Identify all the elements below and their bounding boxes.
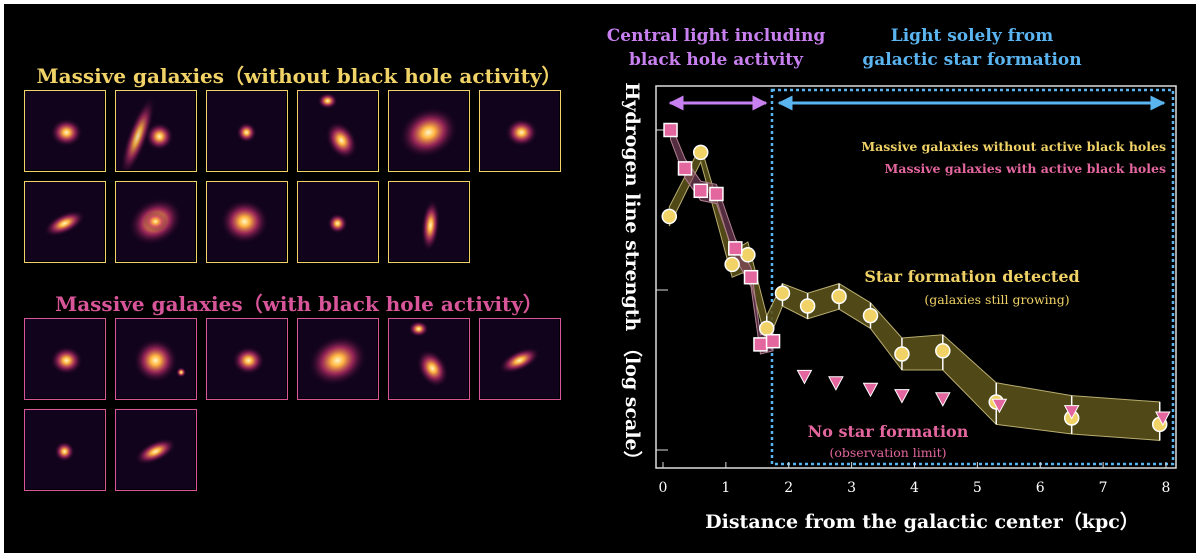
x-tick-label: 8 <box>1162 480 1171 496</box>
x-tick-label: 4 <box>910 480 919 496</box>
x-tick-label: 7 <box>1099 480 1108 496</box>
y-axis-label: Hydrogen line strength （log scale） <box>621 82 644 469</box>
agn-galaxy-image-7 <box>24 409 106 491</box>
agn-galaxy-image-1 <box>24 318 106 400</box>
galaxy-image-11 <box>388 181 470 263</box>
annotation-star-formation-sub: (galaxies still growing) <box>924 292 1069 307</box>
annotation-no-star-formation-sub: (observation limit) <box>829 445 946 460</box>
agn-point <box>743 269 759 285</box>
agn-upper-limit-point <box>796 369 813 385</box>
agn-point <box>709 186 724 202</box>
galaxy-image-6 <box>479 90 561 172</box>
agn-upper-limit-point <box>828 376 844 391</box>
figure-frame: Massive galaxies（without black hole acti… <box>4 4 1196 553</box>
galaxy-image-9 <box>206 181 288 263</box>
no-agn-band <box>668 144 1161 441</box>
agn-upper-limit-point <box>934 392 951 407</box>
no-agn-point <box>661 208 678 225</box>
x-axis-ticks: 0 1 2 3 4 5 6 7 8 <box>659 462 1171 496</box>
x-tick-label: 2 <box>784 480 793 496</box>
agn-upper-limit-point <box>1063 405 1080 420</box>
agn-point <box>677 161 693 176</box>
series-markers <box>661 122 1171 433</box>
legend-entry-agn: Massive galaxies with active black holes <box>885 161 1166 176</box>
agn-upper-limit-point <box>1155 411 1171 427</box>
agn-galaxy-image-2 <box>115 318 197 400</box>
x-tick-label: 3 <box>847 480 856 496</box>
galaxy-image-1 <box>24 90 106 172</box>
no-agn-point <box>692 144 709 161</box>
agn-galaxy-image-8 <box>115 409 197 491</box>
legend-entry-no-agn: Massive galaxies without active black ho… <box>861 139 1166 154</box>
galaxy-image-4 <box>297 90 379 172</box>
outer-region-box <box>770 88 1175 466</box>
agn-upper-limit-point <box>894 389 910 404</box>
no-agn-point <box>935 343 951 359</box>
agn-point <box>663 122 678 138</box>
x-tick-label: 1 <box>721 480 730 496</box>
bottom-panel-heading: Massive galaxies（with black hole activit… <box>55 292 543 316</box>
top-panel-heading: Massive galaxies（without black hole acti… <box>36 64 562 88</box>
galaxy-image-10 <box>297 181 379 263</box>
line-chart: Central light including black hole activ… <box>607 26 1177 533</box>
agn-galaxy-image-6 <box>479 318 561 400</box>
no-agn-point <box>862 307 879 324</box>
agn-point <box>753 337 768 352</box>
galaxy-image-7 <box>24 181 106 263</box>
region-central-label-line1: Central light including <box>607 26 826 46</box>
x-tick-label: 6 <box>1036 480 1045 496</box>
agn-point <box>765 333 781 349</box>
agn-upper-limit-point <box>862 382 879 398</box>
region-central-label-line2: black hole activity <box>629 50 804 70</box>
x-tick-label: 0 <box>659 480 668 496</box>
no-agn-point <box>774 285 791 301</box>
agn-galaxy-image-3 <box>206 318 288 400</box>
annotation-no-star-formation: No star formation <box>808 422 969 441</box>
no-agn-point <box>740 247 756 263</box>
galaxy-image-8 <box>115 181 197 263</box>
galaxy-image-5 <box>388 90 470 172</box>
agn-point <box>693 183 708 199</box>
no-agn-point <box>894 346 910 362</box>
agn-point <box>728 241 743 256</box>
no-agn-point <box>831 288 847 305</box>
agn-galaxy-image-5 <box>388 318 470 400</box>
no-agn-uncertainty-band <box>668 144 1161 441</box>
x-axis-label: Distance from the galactic center（kpc） <box>705 510 1139 533</box>
no-agn-point <box>799 298 816 314</box>
region-outer-label-line1: Light solely from <box>891 26 1053 46</box>
region-outer-label-line2: galactic star formation <box>862 50 1081 70</box>
annotation-star-formation: Star formation detected <box>864 267 1079 286</box>
no-agn-point <box>758 320 775 337</box>
agn-galaxy-image-4 <box>297 318 379 400</box>
no-agn-point <box>724 256 740 273</box>
y-axis-ticks <box>656 129 668 451</box>
galaxy-image-2 <box>115 90 197 172</box>
agn-upper-limit-point <box>991 398 1008 414</box>
x-tick-label: 5 <box>973 480 982 496</box>
galaxy-image-3 <box>206 90 288 172</box>
plot-area-frame <box>655 85 1177 469</box>
